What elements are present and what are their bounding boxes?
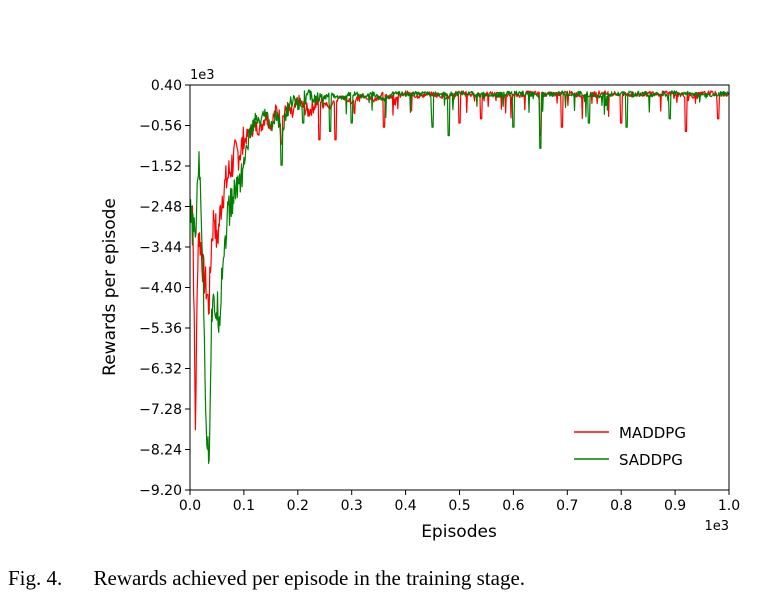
y-tick-label: −8.24 <box>139 443 182 459</box>
caption-text: Rewards achieved per episode in the trai… <box>93 566 526 590</box>
series-line-maddpg <box>189 90 730 431</box>
y-tick-label: −3.44 <box>139 240 182 256</box>
x-tick-label: 0.0 <box>179 498 201 514</box>
caption-label: Fig. 4. <box>8 566 63 590</box>
y-tick-label: −1.52 <box>139 159 182 175</box>
x-tick-label: 0.8 <box>610 498 632 514</box>
y-offset-text: 1e3 <box>190 68 215 83</box>
x-tick-label: 0.2 <box>287 498 309 514</box>
y-tick-label: −2.48 <box>139 200 182 216</box>
reward-chart: 0.0 0.1 0.2 0.3 0.4 0.5 0.6 0.7 0.8 0.9 1.0 0.40 −0.… <box>100 68 740 542</box>
y-tick-label: −4.40 <box>139 281 182 297</box>
axis-ticks: 0.0 0.1 0.2 0.3 0.4 0.5 0.6 0.7 0.8 0.9 1.0 0.40 −0.… <box>139 78 740 514</box>
legend-label-maddpg: MADDPG <box>619 424 686 442</box>
x-tick-label: 0.7 <box>556 498 578 514</box>
x-tick-label: 0.5 <box>448 498 470 514</box>
legend: MADDPG SADDPG <box>574 424 686 469</box>
y-tick-label: −9.20 <box>139 483 182 499</box>
series-lines <box>189 89 730 464</box>
y-tick-label: −0.56 <box>139 119 182 135</box>
y-tick-label: −7.28 <box>139 402 182 418</box>
x-tick-label: 0.1 <box>233 498 255 514</box>
y-tick-label: −5.36 <box>139 321 182 337</box>
y-axis-label: Rewards per episode <box>100 198 120 376</box>
x-tick-label: 0.9 <box>664 498 686 514</box>
x-tick-label: 0.4 <box>394 498 416 514</box>
y-tick-label: 0.40 <box>151 78 182 94</box>
y-tick-label: −6.32 <box>139 362 182 378</box>
x-tick-label: 1.0 <box>718 498 740 514</box>
legend-label-saddpg: SADDPG <box>619 451 683 469</box>
x-tick-label: 0.6 <box>502 498 524 514</box>
x-offset-text: 1e3 <box>704 519 729 534</box>
x-axis-label: Episodes <box>421 522 497 542</box>
series-line-saddpg <box>189 89 730 464</box>
x-tick-label: 0.3 <box>341 498 363 514</box>
figure-caption: Fig. 4. Rewards achieved per episode in … <box>8 566 748 591</box>
